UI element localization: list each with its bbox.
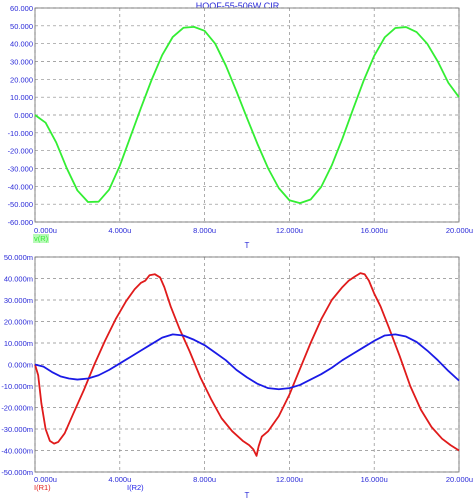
y-tick-label: -10.000m	[1, 382, 33, 391]
x-tick-label: 12.000u	[276, 475, 303, 484]
series-line-i-r2-	[34, 333, 460, 391]
legend-swatch	[33, 234, 49, 243]
y-tick-label: -30.000m	[1, 425, 33, 434]
y-tick-label: -60.000	[8, 218, 33, 227]
y-tick-label: 30.000m	[4, 296, 33, 305]
chart-1: 60.000 50.000 40.000 30.000 20.000 10.000 0.00…	[8, 4, 473, 250]
y-tick-label: 50.000	[10, 22, 33, 31]
y-tick-label: -40.000m	[1, 447, 33, 456]
x-tick-label: 16.000u	[361, 226, 388, 235]
y-tick-label: 40.000	[10, 40, 33, 49]
y-tick-label: 30.000	[10, 58, 33, 67]
x-tick-label: 12.000u	[276, 226, 303, 235]
legend-entry: I(R2)	[127, 483, 144, 492]
y-tick-label: -30.000	[8, 165, 33, 174]
legend-entry: I(R1)	[34, 483, 51, 492]
chart-2: 50.000m 40.000m 30.000m 20.000m 10.000m 0.000…	[1, 253, 473, 500]
x-tick-label: 8.000u	[193, 226, 216, 235]
y-tick-label: -20.000	[8, 147, 33, 156]
y-tick-label: -40.000	[8, 182, 33, 191]
x-tick-label: 4.000u	[108, 475, 131, 484]
x-tick-label: 20.000u	[446, 475, 473, 484]
series-line-v-r-	[34, 25, 460, 205]
y-tick-label: -20.000m	[1, 404, 33, 413]
series-line-i-r1-	[34, 272, 460, 457]
x-tick-label: 8.000u	[193, 475, 216, 484]
y-tick-label: -50.000	[8, 200, 33, 209]
y-tick-label: 50.000m	[4, 253, 33, 262]
y-tick-label: 10.000	[10, 93, 33, 102]
y-tick-label: 20.000m	[4, 318, 33, 327]
x-axis-title: T	[245, 241, 250, 250]
x-tick-label: 20.000u	[446, 226, 473, 235]
y-tick-label: 60.000	[10, 4, 33, 13]
chart-title: HQQF-55-506W CIR	[195, 1, 280, 11]
y-tick-label: -50.000m	[1, 468, 33, 477]
y-tick-label: 10.000m	[4, 339, 33, 348]
x-axis-title: T	[245, 491, 250, 500]
legend-entry: v(R)	[34, 234, 49, 243]
y-tick-label: -10.000	[8, 129, 33, 138]
y-tick-label: 40.000m	[4, 275, 33, 284]
y-tick-label: 0.000	[14, 111, 33, 120]
y-tick-label: 0.000m	[8, 361, 33, 370]
x-tick-label: 4.000u	[108, 226, 131, 235]
x-tick-label: 0.000u	[34, 226, 57, 235]
x-tick-label: 0.000u	[34, 475, 57, 484]
y-tick-label: 20.000	[10, 75, 33, 84]
x-tick-label: 16.000u	[361, 475, 388, 484]
